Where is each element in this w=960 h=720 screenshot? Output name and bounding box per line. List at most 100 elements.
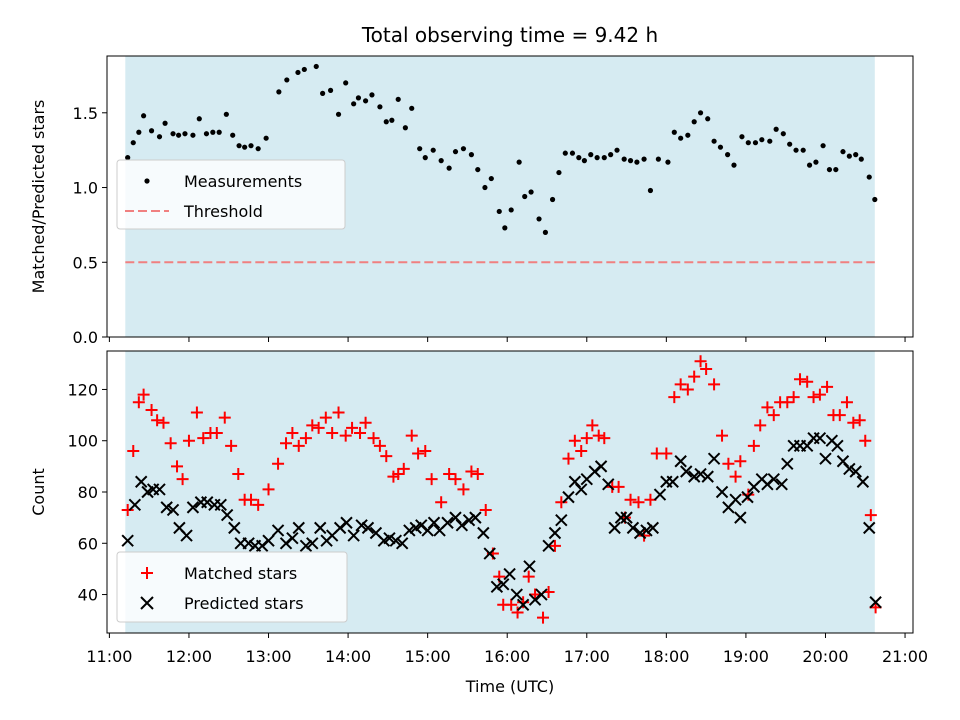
matched-star-point — [612, 480, 625, 493]
measurement-point — [295, 69, 301, 76]
measurement-point — [780, 131, 786, 137]
measurement-point — [136, 129, 142, 135]
predicted-star-point — [620, 511, 633, 524]
matched-star-point — [405, 429, 418, 442]
measurement-point — [647, 187, 654, 194]
matched-star-point — [537, 611, 550, 624]
predicted-star-point — [707, 452, 721, 465]
matched-star-point — [840, 396, 853, 409]
matched-star-point — [232, 468, 245, 481]
y-tick-label: 1.0 — [73, 179, 98, 198]
predicted-star-point — [555, 513, 568, 527]
measurement-point — [608, 152, 614, 158]
predicted-star-point — [383, 531, 396, 545]
matched-star-point — [807, 391, 820, 404]
measurement-point — [468, 152, 475, 158]
x-tick-label: 18:00 — [643, 647, 689, 666]
matched-star-point — [346, 421, 359, 434]
measurement-point — [230, 132, 236, 138]
predicted-star-point — [646, 521, 660, 535]
matched-star-point — [164, 437, 177, 450]
measurement-point — [711, 138, 717, 144]
matched-star-point — [218, 411, 231, 424]
measurement-point — [621, 156, 627, 162]
x-tick-label: 20:00 — [802, 647, 848, 666]
bottom-x-axis: 11:00 12:00 13:00 14:00 15:00 16:00 17:00 18:00… — [86, 633, 928, 666]
measurement-point — [665, 159, 671, 165]
predicted-star-point — [314, 521, 327, 535]
predicted-star-point — [306, 537, 319, 550]
predicted-star-point — [548, 526, 562, 540]
matched-star-point — [801, 375, 814, 388]
predicted-star-point — [715, 485, 729, 499]
y-tick-label: 100 — [67, 432, 98, 451]
matched-star-point — [435, 496, 448, 509]
measurement-point — [263, 135, 269, 141]
matched-star-point — [859, 434, 872, 447]
measurement-point — [125, 155, 131, 161]
matched-star-point — [419, 444, 432, 457]
measurement-point — [528, 189, 534, 195]
measurement-point — [813, 159, 819, 165]
matched-star-point — [176, 473, 189, 486]
matched-star-point — [443, 468, 456, 481]
predicted-star-point — [286, 531, 299, 545]
matched-star-point — [754, 419, 767, 432]
top-x-ticks — [108, 337, 906, 342]
x-tick-label: 13:00 — [245, 647, 291, 666]
predicted-star-point — [166, 503, 180, 517]
measurement-point — [536, 216, 542, 222]
predicted-star-point — [228, 521, 241, 535]
measurement-point — [627, 158, 634, 164]
measurement-point — [806, 162, 813, 168]
measurement-point — [614, 147, 620, 153]
x-axis-label: Time (UTC) — [465, 677, 554, 696]
y-tick-label: 40 — [78, 586, 98, 605]
measurement-point — [717, 144, 724, 150]
predicted-star-point — [462, 513, 476, 527]
matched-star-point — [522, 570, 535, 583]
y-axis-label-count: Count — [29, 468, 48, 516]
matched-star-point — [272, 457, 285, 470]
matched-star-point — [471, 468, 484, 481]
measurement-point — [576, 155, 582, 161]
matched-star-point — [781, 396, 794, 409]
measurement-point — [409, 105, 415, 111]
predicted-star-point — [602, 478, 615, 491]
predicted-star-point — [516, 598, 530, 612]
measurement-point — [417, 146, 423, 152]
matched-star-point — [225, 439, 238, 452]
chart-title: Total observing time = 9.42 h — [361, 23, 658, 47]
predicted-star-point — [441, 516, 454, 529]
measurement-point — [655, 156, 661, 162]
predicted-star-point — [767, 472, 780, 486]
matched-star-point — [182, 434, 195, 447]
measurement-point — [671, 129, 677, 135]
matched-star-point — [151, 414, 164, 427]
measurement-point — [522, 193, 528, 200]
matched-star-point — [624, 493, 637, 506]
predicted-star-point — [242, 537, 255, 550]
predicted-star-point — [542, 539, 555, 553]
measurement-point — [820, 143, 826, 149]
bottom-legend: Matched stars Predicted stars — [116, 551, 348, 623]
predicted-star-point — [653, 488, 667, 501]
matched-star-point — [354, 427, 367, 440]
matched-star-point — [425, 473, 438, 486]
predicted-star-point — [180, 529, 193, 542]
measurement-point — [846, 153, 852, 159]
x-tick-label: 21:00 — [882, 647, 928, 666]
y-axis-label-ratio: Matched/Predicted stars — [29, 100, 48, 294]
predicted-star-point — [510, 588, 523, 601]
measurement-point — [452, 149, 459, 155]
measurement-point — [223, 111, 229, 117]
predicted-star-point — [299, 539, 313, 553]
matched-star-point — [449, 473, 462, 486]
legend-label-threshold: Threshold — [183, 202, 263, 221]
measurement-point — [248, 143, 254, 149]
y-tick-label: 0.0 — [73, 328, 98, 347]
matched-star-point — [373, 439, 386, 452]
measurement-point — [196, 116, 202, 122]
measurement-point — [840, 149, 846, 155]
matched-star-point — [568, 434, 581, 447]
